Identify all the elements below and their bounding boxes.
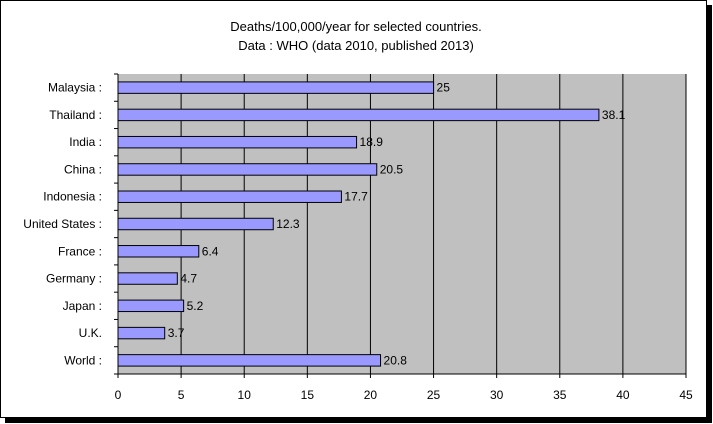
category-label-5: United States : — [23, 217, 102, 231]
category-labels: Malaysia : Thailand : India : China : Indone… — [23, 81, 102, 368]
gridlines — [180, 74, 687, 374]
category-label-9: U.K. — [79, 326, 102, 340]
x-tick-label-1: 5 — [178, 388, 185, 402]
x-tick-label-9: 45 — [679, 388, 693, 402]
data-label-9: 3.7 — [168, 326, 185, 340]
x-tick-label-6: 30 — [490, 388, 504, 402]
bar-2 — [117, 135, 358, 149]
category-label-2: India : — [69, 135, 102, 149]
bar-10 — [117, 354, 382, 367]
bar-5 — [117, 217, 274, 231]
data-label-1: 38.1 — [602, 108, 626, 122]
category-label-6: France : — [58, 244, 102, 258]
x-tick-label-3: 15 — [301, 388, 315, 402]
bar-9 — [117, 326, 166, 340]
data-label-6: 6.4 — [202, 244, 219, 258]
data-label-8: 5.2 — [187, 299, 204, 313]
chart-title-line-1: Deaths/100,000/year for selected countri… — [230, 19, 481, 34]
category-label-1: Thailand : — [49, 108, 102, 122]
category-label-7: Germany : — [46, 272, 102, 286]
bar-7 — [117, 272, 178, 285]
x-tick-label-2: 10 — [238, 388, 252, 402]
data-label-10: 20.8 — [384, 353, 408, 367]
data-label-4: 17.7 — [344, 190, 368, 204]
bar-6 — [117, 245, 200, 258]
data-label-3: 20.5 — [380, 162, 404, 176]
axes — [114, 73, 687, 378]
category-label-0: Malaysia : — [48, 81, 102, 95]
x-tick-label-4: 20 — [364, 388, 378, 402]
category-label-10: World : — [64, 353, 102, 367]
bar-0 — [117, 81, 435, 94]
data-labels: 25 38.1 18.9 20.5 17.7 12.3 6.4 4.7 5.23.7 20.8 — [168, 81, 626, 368]
bar-4 — [117, 190, 342, 203]
bar-8 — [117, 299, 185, 313]
data-label-7: 4.7 — [180, 272, 197, 286]
x-tick-label-5: 25 — [427, 388, 441, 402]
data-label-0: 25 — [437, 81, 451, 95]
data-label-5: 12.3 — [276, 217, 300, 231]
chart-title-line-2: Data : WHO (data 2010, published 2013) — [238, 38, 474, 53]
category-label-3: China : — [64, 162, 102, 176]
data-label-2: 18.9 — [360, 135, 384, 149]
x-tick-labels: 0 5 10 15 20 25 30 35 40 45 — [115, 388, 693, 402]
x-tick-label-8: 40 — [616, 388, 630, 402]
bars — [117, 81, 600, 367]
x-tick-label-0: 0 — [115, 388, 122, 402]
category-label-4: Indonesia : — [43, 190, 102, 204]
bar-3 — [117, 163, 378, 176]
category-label-8: Japan : — [63, 299, 102, 313]
x-tick-label-7: 35 — [553, 388, 567, 402]
bar-1 — [117, 108, 600, 122]
